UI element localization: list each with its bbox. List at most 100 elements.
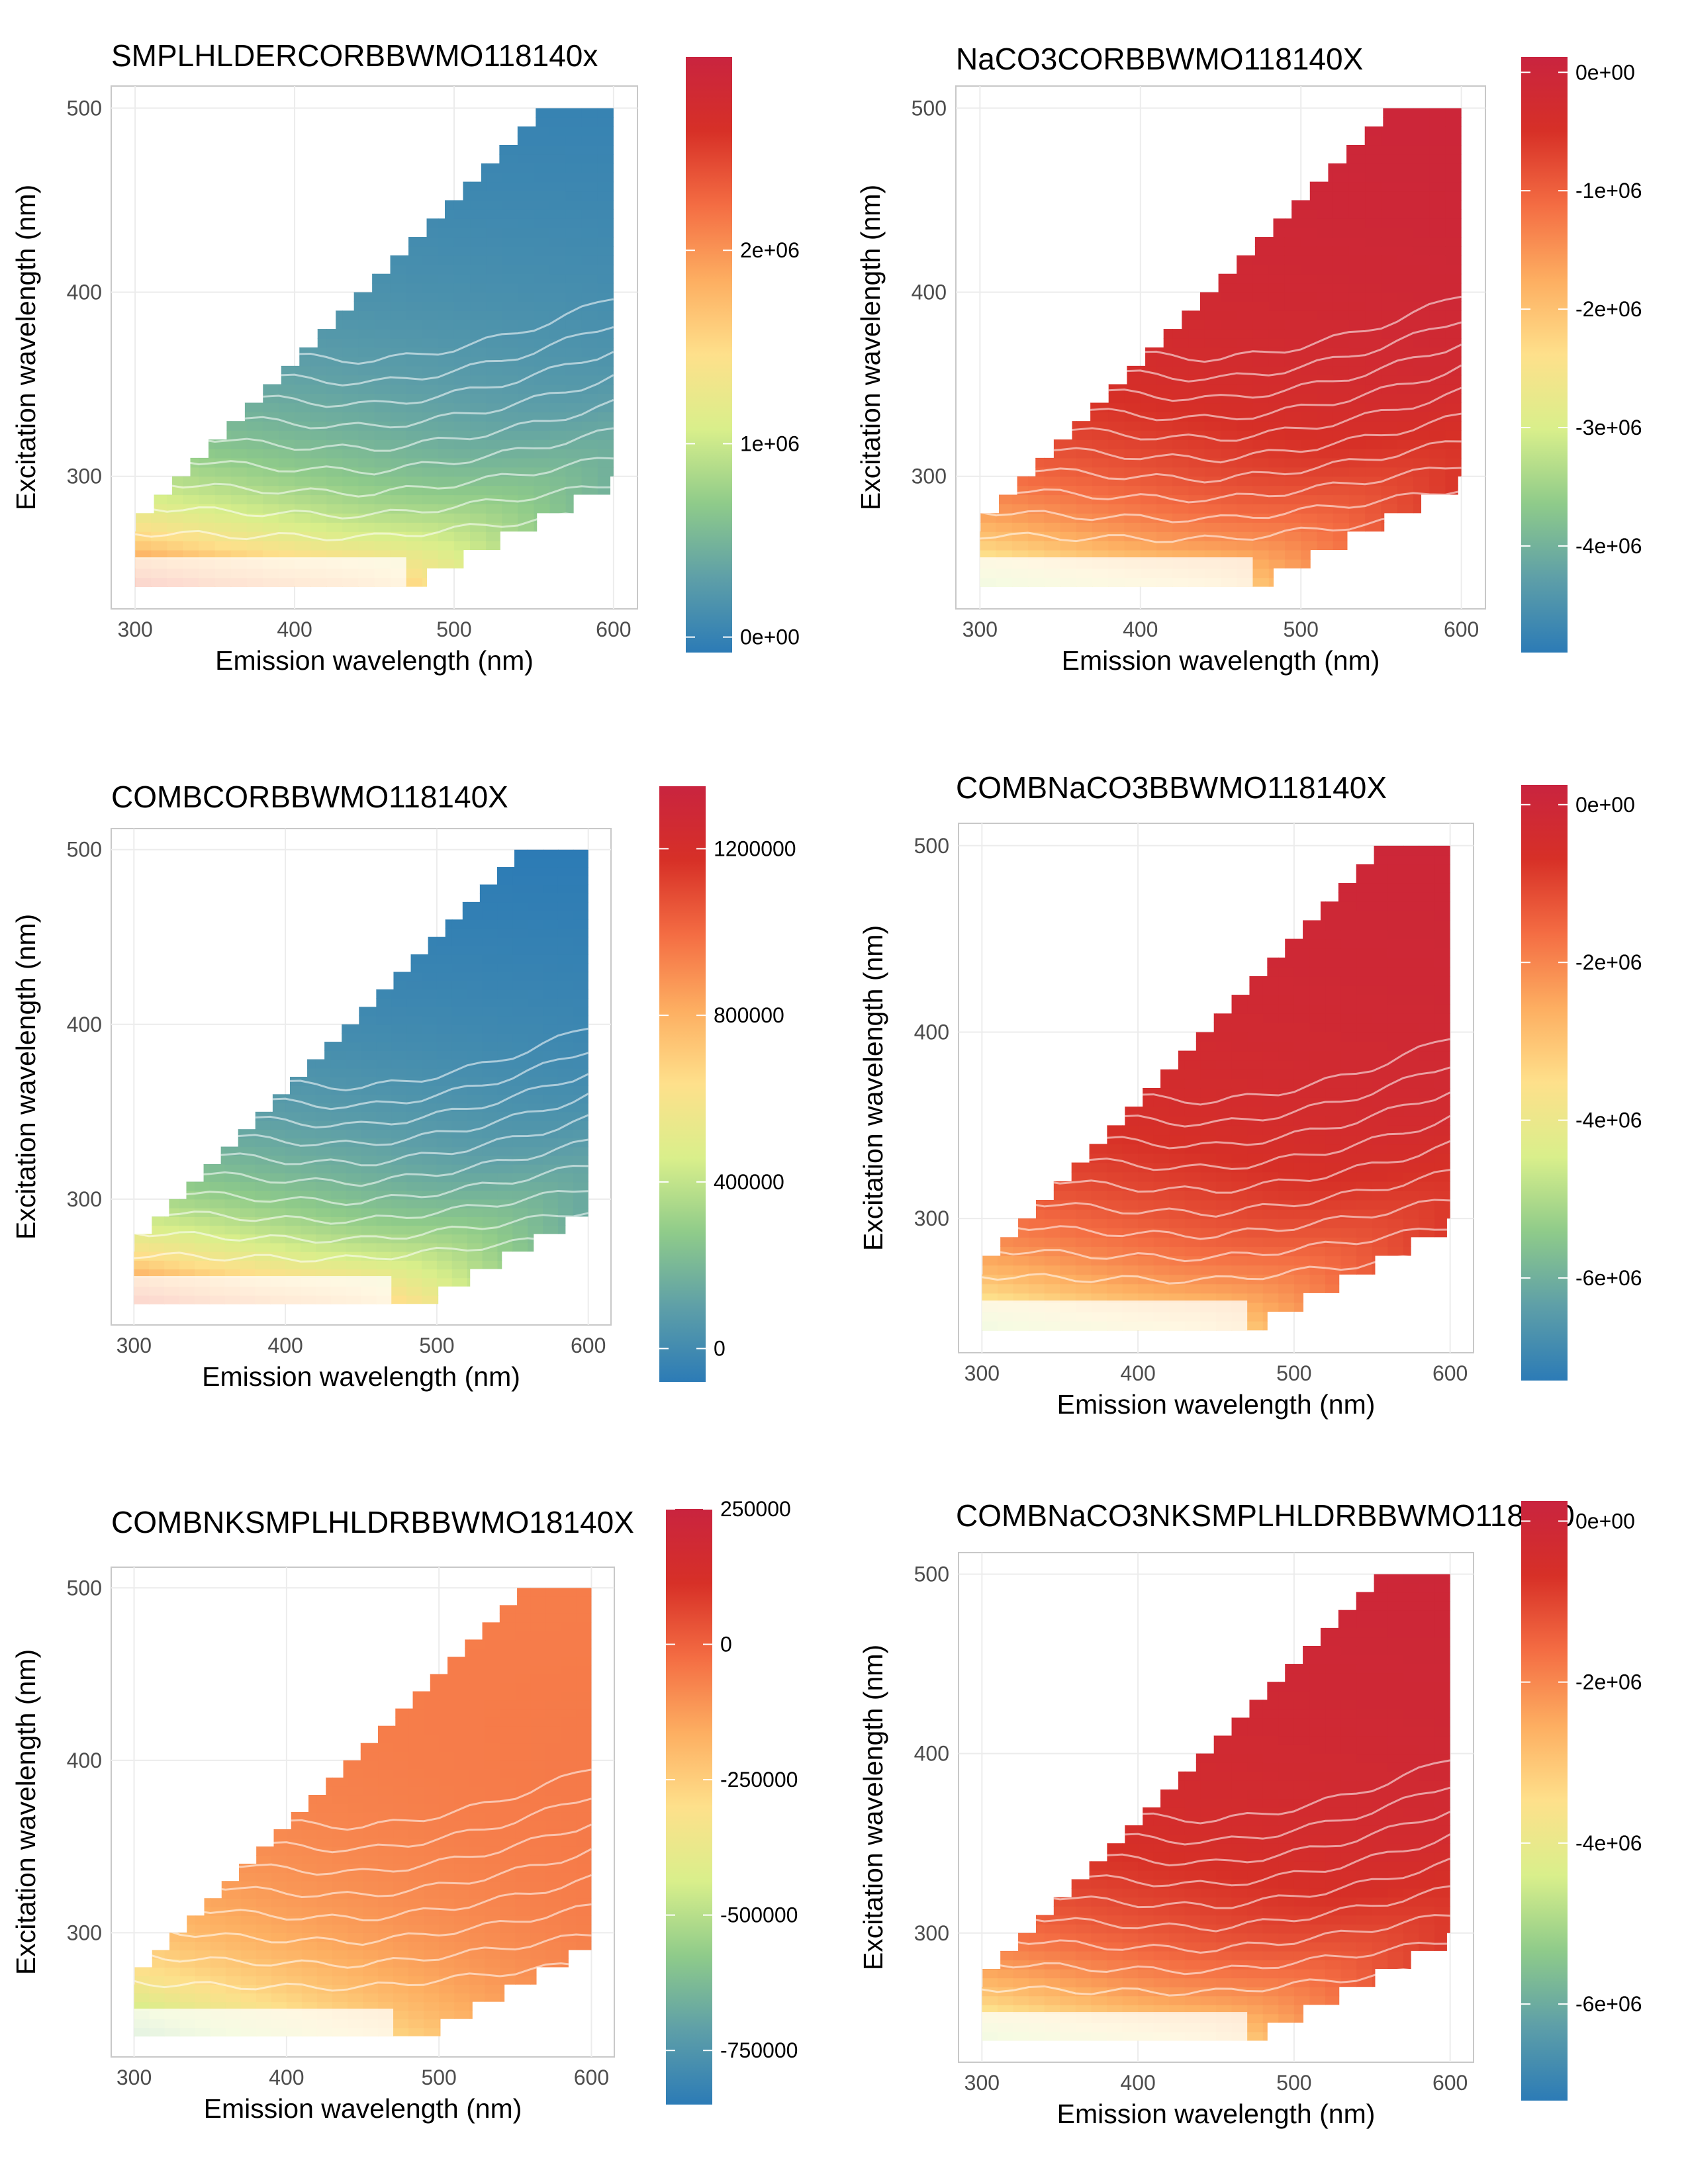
heatmap-cell bbox=[330, 1208, 347, 1217]
heatmap-cell bbox=[361, 1007, 377, 1017]
heatmap-cell bbox=[486, 237, 502, 247]
heatmap-cell bbox=[518, 209, 535, 219]
heatmap-cell bbox=[497, 901, 513, 911]
heatmap-cell bbox=[436, 980, 453, 990]
heatmap-cell bbox=[1381, 255, 1398, 265]
heatmap-cell bbox=[310, 522, 327, 532]
heatmap-cell bbox=[1365, 448, 1382, 459]
heatmap-cell bbox=[240, 1199, 256, 1208]
heatmap-cell bbox=[1108, 412, 1125, 422]
heatmap-cell bbox=[1348, 172, 1366, 183]
heatmap-cell bbox=[534, 108, 551, 118]
heatmap-cell bbox=[451, 972, 468, 981]
heatmap-cell bbox=[1365, 412, 1382, 422]
heatmap-cell bbox=[470, 421, 487, 431]
heatmap-cell bbox=[1044, 513, 1061, 523]
heatmap-cell bbox=[422, 1199, 438, 1208]
heatmap-cell bbox=[1172, 485, 1190, 496]
contour-line bbox=[135, 485, 614, 520]
heatmap-cell bbox=[597, 476, 614, 486]
heatmap-cell bbox=[1140, 485, 1157, 496]
heatmap-cell bbox=[390, 365, 407, 376]
heatmap-cell bbox=[422, 1015, 438, 1025]
heatmap-cell bbox=[330, 1068, 347, 1077]
heatmap-cell bbox=[1429, 181, 1446, 192]
heatmap-cell bbox=[1333, 494, 1350, 505]
heatmap-cell bbox=[310, 467, 327, 477]
heatmap-cell bbox=[528, 1077, 543, 1086]
heatmap-cell bbox=[300, 1225, 316, 1235]
heatmap-cell bbox=[438, 246, 455, 256]
heatmap-cell bbox=[502, 347, 518, 357]
heatmap-cell bbox=[1413, 145, 1430, 155]
heatmap-cell bbox=[406, 1216, 422, 1226]
heatmap-cell bbox=[534, 163, 551, 173]
heatmap-cell bbox=[512, 928, 528, 938]
heatmap-cell bbox=[406, 1032, 422, 1042]
heatmap-cell bbox=[453, 237, 471, 247]
heatmap-cell bbox=[1365, 356, 1382, 367]
heatmap-cell bbox=[1429, 365, 1446, 376]
heatmap-cell bbox=[497, 1173, 513, 1183]
heatmap-cell bbox=[543, 1199, 559, 1208]
heatmap-cell bbox=[310, 494, 327, 505]
heatmap-cell bbox=[436, 1032, 453, 1042]
heatmap-cell bbox=[310, 476, 327, 486]
heatmap-cell bbox=[1060, 476, 1077, 486]
heatmap-cell bbox=[1188, 504, 1205, 514]
heatmap-cell bbox=[422, 1216, 438, 1226]
heatmap-cell bbox=[534, 347, 551, 357]
heatmap-cell bbox=[390, 329, 407, 339]
heatmap-cell bbox=[422, 1269, 438, 1279]
heatmap-cell bbox=[1413, 218, 1430, 228]
heatmap-cell bbox=[486, 228, 502, 238]
heatmap-cell bbox=[1284, 457, 1301, 468]
scatter-band bbox=[980, 557, 1253, 587]
heatmap-cell bbox=[597, 126, 614, 136]
heatmap-cell bbox=[1268, 375, 1286, 385]
heatmap-cell bbox=[1397, 228, 1414, 238]
heatmap-cell bbox=[214, 467, 232, 477]
heatmap-cell bbox=[1268, 439, 1286, 449]
heatmap-cell bbox=[1044, 476, 1061, 486]
heatmap-cell bbox=[209, 1242, 226, 1252]
heatmap-cell bbox=[1317, 384, 1334, 394]
heatmap-cell bbox=[391, 1269, 407, 1279]
heatmap-cell bbox=[240, 1129, 256, 1139]
contour-line bbox=[134, 1165, 588, 1206]
heatmap-cell bbox=[1381, 154, 1398, 164]
heatmap-cell bbox=[361, 1103, 377, 1113]
heatmap-cell bbox=[451, 1024, 468, 1034]
heatmap-cell bbox=[300, 1260, 316, 1270]
heatmap-cell bbox=[1365, 393, 1382, 404]
heatmap-cell bbox=[453, 310, 471, 320]
heatmap-cell bbox=[422, 954, 438, 964]
heatmap-cell bbox=[565, 191, 583, 201]
heatmap-cell bbox=[436, 1042, 453, 1051]
heatmap-cell bbox=[502, 338, 518, 348]
heatmap-cell bbox=[573, 1042, 588, 1051]
heatmap-cell bbox=[451, 989, 468, 999]
heatmap-cell bbox=[374, 273, 391, 284]
heatmap-cell bbox=[528, 858, 543, 868]
heatmap-cell bbox=[1268, 320, 1286, 330]
heatmap-cell bbox=[422, 1103, 438, 1113]
heatmap-cell bbox=[1381, 375, 1398, 385]
heatmap-cell bbox=[436, 1164, 453, 1173]
heatmap-cell bbox=[406, 347, 423, 357]
heatmap-cell bbox=[518, 504, 535, 514]
heatmap-cell bbox=[486, 301, 502, 311]
heatmap-cell bbox=[1284, 329, 1301, 339]
heatmap-cell bbox=[1365, 200, 1382, 210]
heatmap-cell bbox=[1413, 255, 1430, 265]
heatmap-cell bbox=[1301, 457, 1318, 468]
heatmap-cell bbox=[597, 209, 614, 219]
heatmap-cell bbox=[518, 513, 535, 523]
heatmap-cell bbox=[209, 1260, 226, 1270]
heatmap-cell bbox=[573, 849, 588, 859]
heatmap-cell bbox=[1348, 402, 1366, 412]
heatmap-cell bbox=[1076, 522, 1093, 532]
heatmap-cell bbox=[1237, 292, 1254, 302]
heatmap-cell bbox=[1348, 301, 1366, 311]
heatmap-cell bbox=[482, 1190, 498, 1200]
